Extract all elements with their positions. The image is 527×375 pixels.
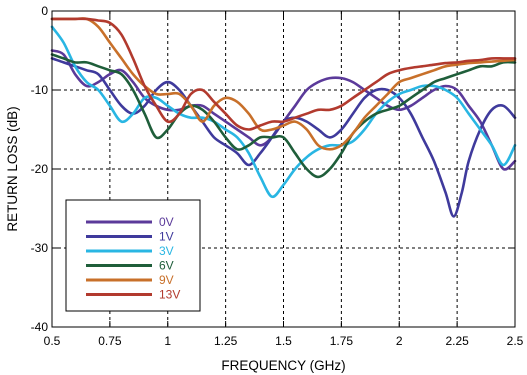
legend-label: 6V bbox=[159, 259, 174, 273]
legend-label: 1V bbox=[159, 230, 174, 244]
x-tick-label: 0.5 bbox=[44, 334, 61, 348]
series-line-3v bbox=[50, 25, 517, 199]
x-tick-label: 1.75 bbox=[330, 334, 354, 348]
x-tick-label: 2.5 bbox=[507, 334, 524, 348]
axis-ticks: 0.5 0.75 1 1.25 1.5 1.75 2 2.25 2.5 0 -10 -20 -30 -40 bbox=[31, 4, 524, 348]
x-tick-label: 2 bbox=[396, 334, 403, 348]
y-tick-label: -30 bbox=[31, 241, 49, 255]
legend-label: 0V bbox=[159, 215, 174, 229]
series-lines bbox=[50, 17, 517, 218]
y-axis-title: RETURN LOSS (dB) bbox=[5, 106, 20, 231]
y-tick-label: 0 bbox=[41, 4, 48, 18]
legend-label: 13V bbox=[159, 288, 180, 302]
y-tick-label: -10 bbox=[31, 83, 49, 97]
x-axis-title: FREQUENCY (GHz) bbox=[221, 358, 345, 373]
x-tick-label: 1.5 bbox=[275, 334, 292, 348]
y-tick-label: -40 bbox=[31, 320, 49, 334]
legend-box bbox=[65, 199, 201, 312]
series-line-13v bbox=[50, 17, 517, 131]
x-tick-label: 1 bbox=[164, 334, 171, 348]
x-tick-label: 2.25 bbox=[445, 334, 469, 348]
legend-label: 3V bbox=[159, 244, 174, 258]
series-line-6v bbox=[50, 53, 517, 179]
x-tick-label: 1.25 bbox=[214, 334, 238, 348]
legend-label: 9V bbox=[159, 273, 174, 287]
x-tick-label: 0.75 bbox=[98, 334, 122, 348]
series-line-9v bbox=[50, 17, 517, 151]
y-tick-label: -20 bbox=[31, 162, 49, 176]
